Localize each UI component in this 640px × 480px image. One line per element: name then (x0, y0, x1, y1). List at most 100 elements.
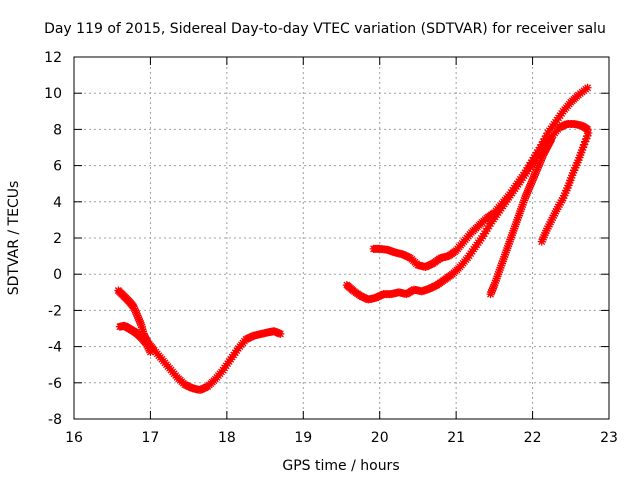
x-tick-label: 18 (218, 430, 236, 446)
data-point (563, 184, 572, 193)
x-tick-label: 21 (447, 430, 465, 446)
data-point (542, 131, 551, 140)
data-point (136, 319, 145, 328)
data-point (573, 158, 582, 167)
data-point (534, 146, 543, 155)
y-tick-label: 6 (53, 159, 62, 175)
x-tick-label: 23 (600, 430, 618, 446)
data-point (547, 215, 556, 224)
data-point (509, 226, 518, 235)
data-point (567, 173, 576, 182)
data-point (543, 224, 552, 233)
data-point (504, 241, 513, 250)
data-point (571, 163, 580, 172)
data-point (570, 166, 579, 175)
data-point (501, 250, 510, 259)
data-point (489, 282, 498, 291)
data-point (485, 222, 494, 231)
data-point (538, 152, 547, 161)
data-point (135, 317, 144, 326)
data-point (506, 235, 515, 244)
data-point (525, 183, 534, 192)
data-point (576, 151, 585, 160)
y-tick-label: 0 (53, 267, 62, 283)
data-point (584, 129, 593, 138)
data-point (525, 161, 534, 170)
data-point (531, 151, 540, 160)
y-tick-label: 10 (44, 86, 62, 102)
x-tick-label: 17 (142, 430, 160, 446)
data-point (515, 209, 524, 218)
data-point (276, 329, 285, 338)
data-point (548, 213, 557, 222)
y-tick-label: -6 (48, 376, 62, 392)
data-point (577, 148, 586, 157)
data-point (550, 209, 559, 218)
data-point (535, 159, 544, 168)
data-point (547, 134, 556, 143)
data-point (504, 239, 513, 248)
data-point (537, 140, 546, 149)
data-point (501, 248, 510, 257)
data-point (546, 218, 555, 227)
data-point (536, 143, 545, 152)
data-point (527, 179, 536, 188)
data-point (574, 156, 583, 165)
data-point (129, 302, 138, 311)
data-point (498, 257, 507, 266)
data-point (553, 205, 562, 214)
data-point (583, 125, 592, 134)
data-point (536, 157, 545, 166)
data-point (537, 237, 546, 246)
data-point (134, 315, 143, 324)
data-point (575, 153, 584, 162)
data-point (478, 232, 487, 241)
data-point (561, 189, 570, 198)
y-tick-label: 12 (44, 50, 62, 66)
data-point (523, 163, 532, 172)
data-point (557, 196, 566, 205)
data-point (526, 181, 535, 190)
data-point (537, 154, 546, 163)
data-point (517, 202, 526, 211)
data-point (551, 207, 560, 216)
data-point (539, 150, 548, 159)
data-point (578, 146, 587, 155)
data-point (533, 163, 542, 172)
data-point (491, 278, 500, 287)
data-point (565, 178, 574, 187)
data-point (533, 148, 542, 157)
series-2 (115, 321, 155, 357)
data-point (131, 308, 140, 317)
data-point (132, 310, 141, 319)
data-point (564, 181, 573, 190)
data-points (114, 83, 593, 395)
data-point (542, 226, 551, 235)
data-point (495, 265, 504, 274)
data-point (556, 198, 565, 207)
data-point (487, 288, 496, 297)
data-point (583, 131, 592, 140)
data-point (497, 261, 506, 270)
data-point (539, 233, 548, 242)
data-point (480, 229, 489, 238)
data-point (540, 134, 549, 143)
data-point (519, 198, 528, 207)
y-tick-label: 2 (53, 231, 62, 247)
data-point (532, 167, 541, 176)
data-point (583, 83, 592, 92)
data-point (496, 263, 505, 272)
data-point (528, 176, 537, 185)
data-point (130, 304, 139, 313)
data-point (498, 259, 506, 268)
data-point (522, 166, 531, 175)
data-point (536, 156, 545, 165)
data-point (523, 186, 532, 195)
data-point (566, 176, 575, 185)
data-point (493, 272, 502, 281)
x-tick-label: 16 (65, 430, 83, 446)
data-point (131, 306, 140, 315)
data-point (507, 231, 516, 240)
data-point (533, 165, 542, 174)
